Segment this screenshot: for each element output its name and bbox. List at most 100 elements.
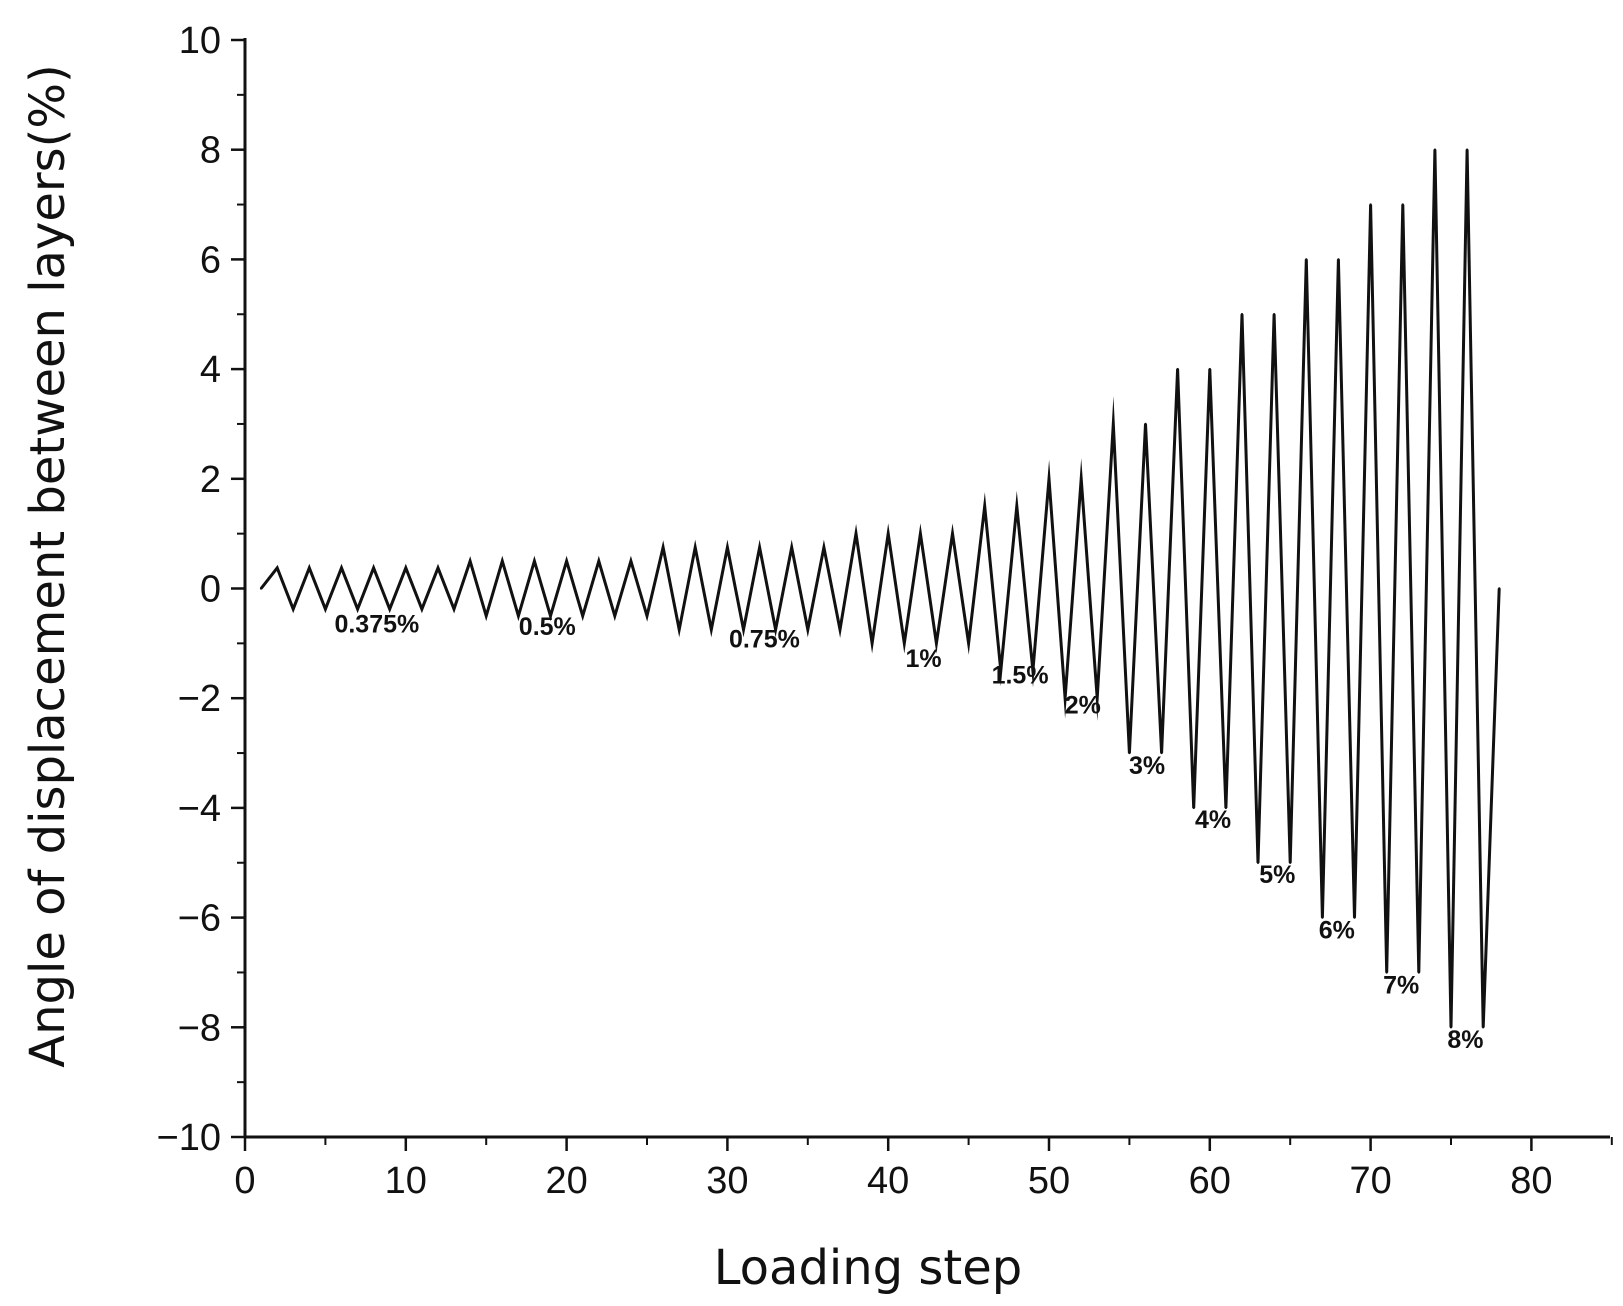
data-point [774, 628, 777, 631]
data-point [629, 559, 633, 563]
y-tick-label: −10 [157, 1117, 221, 1159]
amplitude-label: 1.5% [992, 661, 1049, 689]
annotations: 0.375% 0.5% 0.75% 1% 1.5% 2% 3% 4% 5% 6% 7% 8% [334, 610, 1483, 1054]
y-tick-label: 0 [200, 569, 221, 611]
data-point [372, 566, 375, 570]
data-point [1272, 313, 1276, 316]
y-tick-label: 2 [200, 459, 221, 501]
data-point [999, 669, 1002, 672]
amplitude-label: 0.375% [334, 610, 419, 638]
data-point [1144, 422, 1147, 426]
x-tick-label: 30 [706, 1160, 748, 1202]
amplitude-label: 2% [1065, 692, 1101, 720]
data-point [1208, 367, 1212, 371]
data-point [1433, 148, 1437, 151]
data-point [645, 614, 649, 618]
x-tick-label: 40 [867, 1160, 909, 1202]
data-point [1160, 751, 1163, 755]
data-point [501, 559, 504, 563]
data-point [903, 642, 906, 645]
data-point [1385, 971, 1388, 974]
data-point [1096, 697, 1099, 700]
amplitude-label: 0.75% [729, 626, 800, 654]
data-point [726, 546, 729, 549]
data-point [822, 546, 826, 549]
data-point [1112, 422, 1115, 426]
data-point [1321, 916, 1324, 919]
data-point [597, 559, 600, 563]
data-point [356, 607, 359, 611]
data-point [581, 614, 584, 618]
data-point [420, 607, 424, 611]
y-tick-label: 4 [200, 349, 221, 391]
data-point [1289, 861, 1292, 864]
data-point [549, 614, 552, 618]
data-point [887, 532, 890, 535]
data-point [613, 614, 617, 618]
data-point [340, 566, 343, 570]
data-series-line [259, 149, 1501, 1028]
data-point [967, 642, 970, 645]
data-point [854, 532, 858, 535]
data-point [951, 532, 954, 535]
data-point [485, 614, 488, 618]
data-point [1353, 916, 1356, 919]
data-point [452, 607, 456, 611]
data-point [790, 546, 793, 549]
amplitude-label: 6% [1319, 916, 1355, 944]
y-tick-label: 8 [200, 130, 221, 172]
y-tick-label: 6 [200, 239, 221, 281]
x-tick-label: 80 [1510, 1160, 1552, 1202]
data-point [1031, 669, 1035, 672]
x-tick-label: 0 [234, 1160, 255, 1202]
x-tick-label: 50 [1028, 1160, 1070, 1202]
y-axis-title: Angle of displacement between layers(%) [20, 64, 76, 1067]
x-tick-label: 20 [545, 1160, 587, 1202]
data-point [1079, 477, 1083, 480]
x-tick-label: 10 [385, 1160, 427, 1202]
data-point [1224, 806, 1228, 810]
data-point [1063, 697, 1067, 700]
data-point [468, 559, 472, 563]
data-point [533, 559, 536, 563]
data-point [806, 628, 809, 631]
data-point [983, 505, 986, 508]
data-point [1401, 203, 1404, 206]
data-point [838, 628, 842, 631]
x-tick-label: 60 [1189, 1160, 1231, 1202]
data-point [1047, 477, 1051, 480]
data-point [1417, 971, 1421, 974]
amplitude-label: 3% [1129, 752, 1165, 780]
data-point [742, 628, 745, 631]
amplitude-label: 1% [906, 645, 942, 673]
data-point [1015, 505, 1019, 508]
data-point [1369, 203, 1372, 206]
plot-lines [259, 148, 1501, 1029]
amplitude-label: 4% [1195, 806, 1231, 834]
data-point [1305, 258, 1308, 261]
data-point [1465, 148, 1469, 151]
data-point [259, 587, 263, 590]
data-point [1498, 587, 1501, 590]
axes: 0 10 20 30 40 50 60 70 80 −10 −8 −6 −4 −2 0 2 4 6 8 10 [157, 20, 1613, 1202]
data-point [710, 628, 713, 631]
data-point [517, 614, 520, 618]
data-point [565, 559, 568, 563]
data-point [1337, 258, 1340, 261]
y-tick-label: −4 [178, 788, 221, 830]
y-tick-label: −6 [178, 898, 221, 940]
y-tick-label: −8 [178, 1007, 221, 1049]
data-point [436, 566, 440, 570]
data-point [935, 642, 938, 645]
data-point [694, 546, 697, 549]
y-tick-label: −2 [178, 678, 221, 720]
amplitude-label: 7% [1383, 971, 1419, 999]
data-point [1256, 861, 1260, 864]
data-point [661, 546, 665, 549]
data-point [1176, 367, 1179, 371]
data-point [292, 607, 295, 611]
data-point [388, 607, 391, 611]
data-point [1240, 313, 1244, 316]
data-point [677, 628, 681, 631]
